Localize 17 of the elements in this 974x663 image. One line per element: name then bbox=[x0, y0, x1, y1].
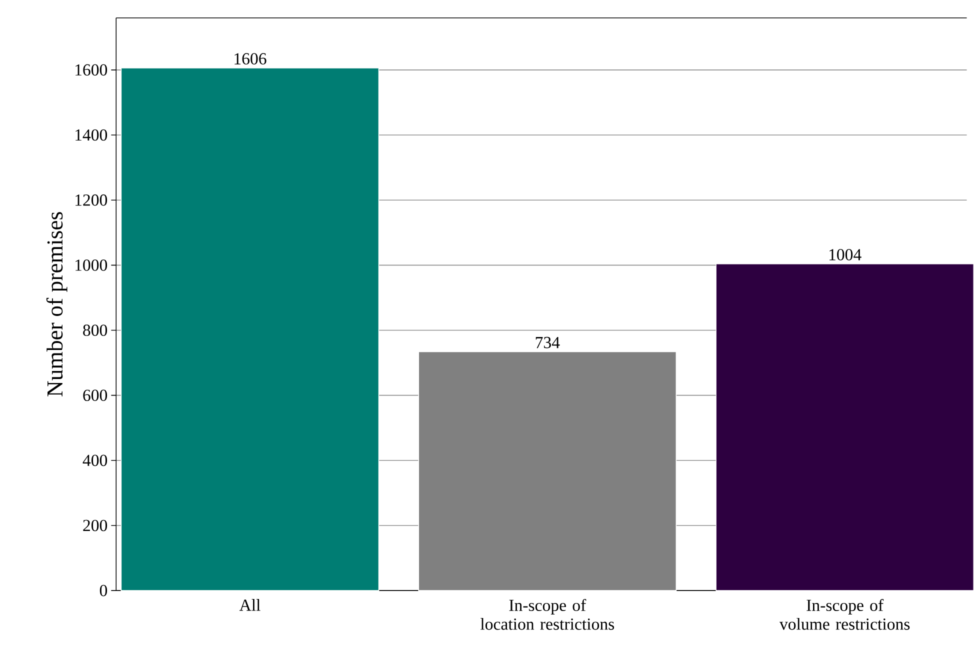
data-label: 1004 bbox=[829, 249, 862, 260]
bar bbox=[120, 68, 380, 591]
data-label: 1606 bbox=[234, 53, 266, 64]
x-tick-label: In-scope of location restrictions bbox=[480, 599, 614, 630]
y-tick-label: 1200 bbox=[76, 194, 108, 206]
y-tick-label: 400 bbox=[82, 454, 108, 466]
y-tick-label: 1000 bbox=[76, 259, 108, 271]
data-label: 734 bbox=[536, 336, 560, 348]
y-tick-label: 200 bbox=[83, 520, 108, 532]
y-axis-title: Number of premises bbox=[46, 212, 68, 396]
x-tick-label: In-scope of volume restrictions bbox=[779, 599, 910, 630]
y-tick-label: 800 bbox=[83, 324, 108, 336]
y-tick-label: 600 bbox=[83, 390, 108, 401]
y-tick-label: 1400 bbox=[76, 129, 108, 141]
y-tick-label: 0 bbox=[100, 584, 108, 596]
x-tick-label: All bbox=[239, 599, 260, 611]
y-tick-label: 1600 bbox=[76, 64, 108, 76]
